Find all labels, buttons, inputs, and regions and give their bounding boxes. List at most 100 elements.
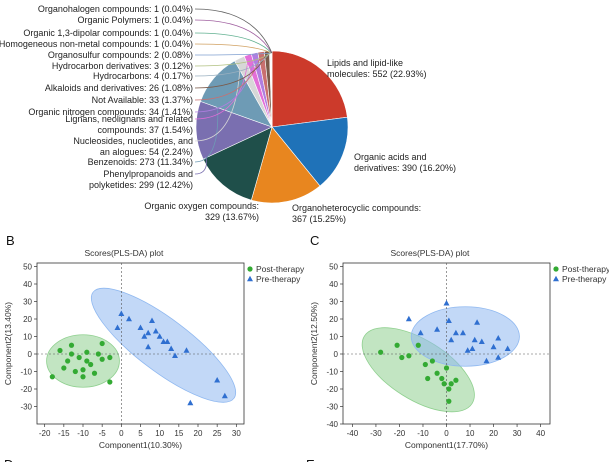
point-post-therapy [80, 367, 86, 373]
point-pre-therapy [145, 329, 152, 336]
x-tick-label: 30 [232, 429, 241, 438]
panel-label-c: C [310, 233, 319, 248]
y-axis-label: Component2(12.50%) [309, 302, 319, 385]
point-pre-therapy [126, 315, 132, 322]
y-tick-label: 10 [23, 333, 32, 342]
pie-leader-organosulfur-compounds [194, 52, 272, 56]
y-tick-label: -20 [326, 385, 338, 394]
point-pre-therapy [114, 324, 121, 330]
pie-leader-not-available [194, 53, 262, 101]
y-tick-label: 30 [23, 298, 32, 307]
x-tick-label: 25 [213, 429, 222, 438]
pie-label-organic-acids-and-derivatives: Organic acids and derivatives: 390 (16.20… [354, 152, 456, 173]
point-pre-therapy [469, 345, 476, 351]
point-pre-therapy [495, 335, 502, 341]
point-pre-therapy [152, 328, 159, 334]
point-post-therapy [57, 347, 63, 354]
pie-labels: Lipids and lipid-like molecules: 552 (22.… [0, 4, 456, 224]
pie-label-organic-oxygen-compounds: Organic oxygen compounds: 329 (13.67%) [144, 201, 259, 222]
y-tick-label: 40 [23, 280, 32, 289]
point-post-therapy [91, 370, 98, 376]
point-post-therapy [446, 398, 452, 404]
point-pre-therapy [187, 399, 194, 406]
point-post-therapy [88, 361, 94, 368]
pie-label-organosulfur-compounds: Organosulfur compounds: 2 (0.08%) [48, 50, 193, 60]
legend-marker-pre-therapy [553, 275, 559, 282]
legend-label-post-therapy: Post-therapy [256, 264, 305, 274]
pie-label-not-available: Not Available: 33 (1.37%) [92, 95, 193, 105]
y-tick-label: 20 [23, 315, 32, 324]
y-tick-label: 0 [28, 350, 33, 359]
point-pre-therapy [183, 347, 190, 353]
pie-leader-hydrocarbons [194, 52, 271, 77]
point-post-therapy [65, 358, 71, 364]
point-post-therapy [76, 354, 82, 361]
point-post-therapy [84, 349, 90, 355]
y-axis-label: Component2(13.40%) [3, 302, 13, 385]
confidence-ellipse-post-therapy [46, 334, 120, 388]
point-pre-therapy [405, 315, 412, 322]
pie-label-nucleosides-nucleotides-and-analogues: Nucleosides, nucleotides, and an alogues:… [73, 136, 193, 157]
point-post-therapy [429, 358, 435, 364]
panel-label-e: E [306, 457, 315, 462]
pie-label-organoheterocyclic-compounds: Organoheterocyclic compounds: 367 (15.25%… [292, 203, 421, 224]
point-post-therapy [415, 342, 421, 348]
pie-chart [195, 50, 349, 204]
x-axis-label: Component1(10.30%) [99, 440, 182, 450]
point-pre-therapy [459, 329, 466, 336]
x-tick-label: -20 [394, 429, 406, 438]
pie-slice-organoheterocyclic-compounds [250, 126, 321, 204]
y-tick-label: -40 [326, 420, 338, 429]
x-tick-label: -10 [77, 429, 89, 438]
plot-title: Scores(PLS-DA) plot [390, 248, 470, 258]
point-post-therapy [107, 379, 113, 385]
pie-leader-nucleosides-nucleotides-and-analogues [194, 60, 241, 142]
pie-leader-organic-polymers [194, 19, 273, 54]
point-pre-therapy [214, 377, 221, 383]
x-tick-label: 0 [444, 429, 449, 438]
y-tick-label: -30 [20, 403, 32, 412]
point-post-therapy [61, 365, 67, 371]
confidence-ellipse-pre-therapy [410, 306, 520, 367]
y-tick-label: 50 [23, 263, 32, 272]
legend-marker-post-therapy [247, 266, 253, 272]
pie-label-alkaloids-and-derivatives: Alkaloids and derivatives: 26 (1.08%) [45, 83, 193, 93]
pie-label-organohalogen-compounds: Organohalogen compounds: 1 (0.04%) [38, 4, 193, 14]
pie-label-phenylpropanoids-and-polyketides: Phenylpropanoids and polyketides: 299 (12… [89, 169, 193, 190]
confidence-ellipse-pre-therapy [90, 287, 237, 403]
x-axis-label: Component1(17.70%) [405, 440, 488, 450]
point-pre-therapy [168, 345, 175, 351]
point-pre-therapy [474, 319, 481, 325]
legend-label-post-therapy: Post-therapy [562, 264, 609, 274]
y-tick-label: 20 [329, 315, 338, 324]
point-post-therapy [448, 381, 454, 387]
legend-marker-post-therapy [553, 266, 559, 272]
x-tick-label: -10 [417, 429, 429, 438]
point-pre-therapy [160, 338, 167, 344]
panel-label-d: D [4, 457, 13, 462]
point-pre-therapy [118, 310, 125, 316]
pie-label-lipids-and-lipid-like-molecules: Lipids and lipid-like molecules: 552 (22.… [327, 58, 427, 79]
point-pre-therapy [145, 343, 152, 350]
x-tick-label: 15 [174, 429, 183, 438]
pie-label-homogeneous-non-metal-compounds: Homogeneous non-metal compounds: 1 (0.04… [0, 39, 193, 49]
legend-label-pre-therapy: Pre-therapy [562, 274, 607, 284]
y-tick-label: -20 [20, 385, 32, 394]
legend-marker-pre-therapy [247, 275, 253, 282]
pie-leader-hydrocarbon-derivatives [194, 52, 271, 67]
point-pre-therapy [164, 338, 171, 344]
point-post-therapy [99, 340, 105, 347]
point-pre-therapy [443, 300, 450, 306]
y-tick-label: -30 [326, 403, 338, 412]
point-pre-therapy [452, 329, 459, 336]
point-pre-therapy [448, 336, 455, 343]
point-post-therapy [406, 353, 412, 359]
pie-label-hydrocarbon-derivatives: Hydrocarbon derivatives: 3 (0.12%) [52, 61, 193, 71]
x-tick-label: 0 [119, 429, 124, 438]
point-post-therapy [446, 386, 452, 392]
point-post-therapy [378, 349, 384, 355]
point-post-therapy [68, 351, 75, 357]
point-pre-therapy [445, 317, 452, 323]
y-tick-label: -10 [326, 368, 338, 377]
pie-leader-homogeneous-non-metal-compounds [194, 43, 272, 54]
